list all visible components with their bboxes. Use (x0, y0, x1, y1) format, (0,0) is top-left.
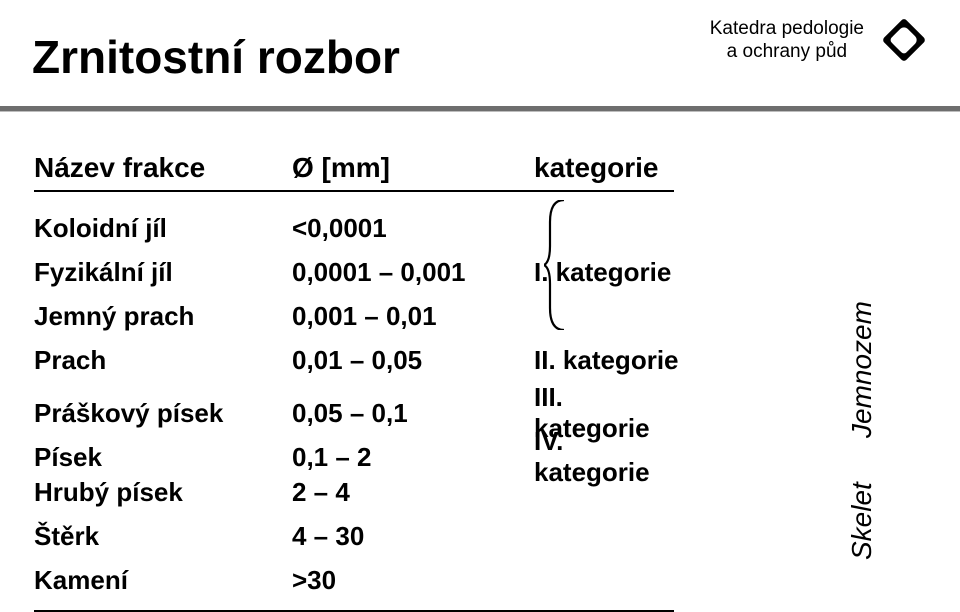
brace-icon (544, 200, 570, 330)
department-line1: Katedra pedologie (710, 17, 864, 40)
cell-diam: 0,001 – 0,01 (292, 301, 534, 332)
cell-name: Jemný prach (34, 301, 292, 332)
cell-name: Písek (34, 442, 292, 473)
cell-name: Koloidní jíl (34, 213, 292, 244)
cell-diam: 0,01 – 0,05 (292, 345, 534, 376)
table-row: Koloidní jíl <0,0001 (34, 206, 674, 250)
cell-diam: 2 – 4 (292, 477, 534, 508)
page-title: Zrnitostní rozbor (32, 30, 400, 84)
cell-cat: IV. kategorie (534, 426, 684, 488)
table-row: Kamení >30 (34, 558, 674, 602)
cell-diam: >30 (292, 565, 534, 596)
department-text: Katedra pedologie a ochrany půd (710, 17, 864, 63)
table-row: Prach 0,01 – 0,05 II. kategorie (34, 338, 674, 382)
cell-diam: 0,05 – 0,1 (292, 398, 534, 429)
cell-cat: II. kategorie (534, 345, 684, 376)
side-label-jemnozem: Jemnozem (846, 178, 878, 438)
cell-diam: 0,0001 – 0,001 (292, 257, 534, 288)
col-header-name: Název frakce (34, 152, 292, 184)
department-line2: a ochrany půd (710, 40, 864, 63)
table-row: Štěrk 4 – 30 (34, 514, 674, 558)
col-header-diameter: Ø [mm] (292, 152, 534, 184)
table-row: Fyzikální jíl 0,0001 – 0,001 I. kategori… (34, 250, 674, 294)
table-header-rule (34, 190, 674, 192)
table-body: Koloidní jíl <0,0001 Fyzikální jíl 0,000… (34, 206, 674, 602)
table-row: Jemný prach 0,001 – 0,01 (34, 294, 674, 338)
table-header-row: Název frakce Ø [mm] kategorie (34, 152, 674, 184)
fraction-table: Název frakce Ø [mm] kategorie Koloidní j… (34, 152, 674, 612)
table-row: Práškový písek 0,05 – 0,1 III. kategorie (34, 382, 674, 426)
title-underline (0, 106, 960, 112)
cell-name: Práškový písek (34, 398, 292, 429)
cell-name: Hrubý písek (34, 477, 292, 508)
cell-name: Prach (34, 345, 292, 376)
cell-name: Štěrk (34, 521, 292, 552)
cell-name: Kamení (34, 565, 292, 596)
department-logo-icon (876, 12, 932, 68)
cell-diam: <0,0001 (292, 213, 534, 244)
department-header: Katedra pedologie a ochrany půd (710, 12, 932, 68)
cell-diam: 4 – 30 (292, 521, 534, 552)
cell-name: Fyzikální jíl (34, 257, 292, 288)
side-label-skelet: Skelet (846, 460, 878, 560)
col-header-category: kategorie (534, 152, 684, 184)
table-row: Písek 0,1 – 2 IV. kategorie (34, 426, 674, 470)
cell-diam: 0,1 – 2 (292, 442, 534, 473)
